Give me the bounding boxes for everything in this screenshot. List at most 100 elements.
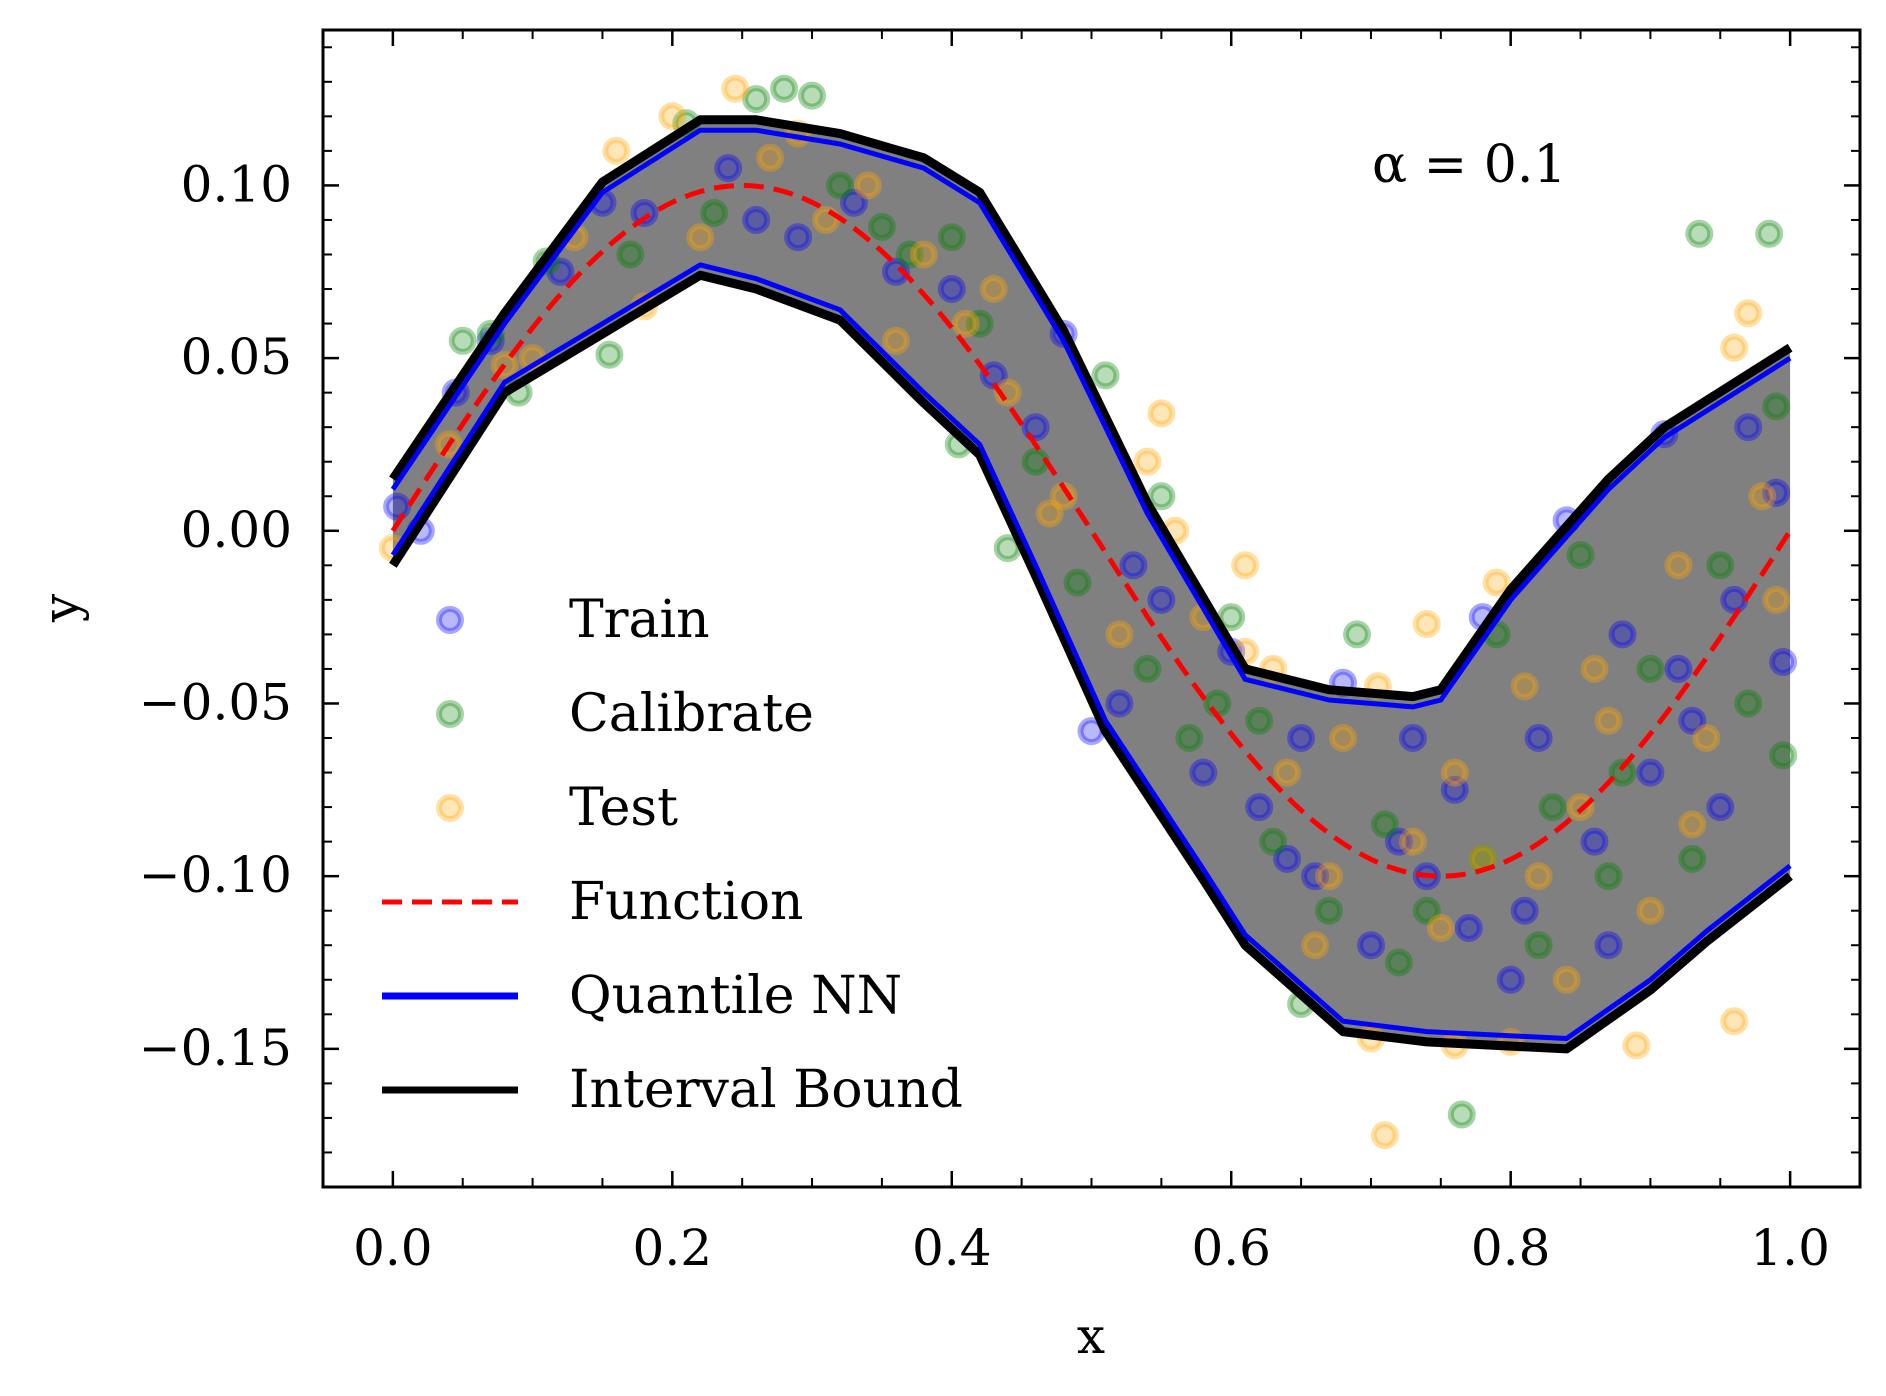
x-tick-label: 0.2 bbox=[633, 1219, 713, 1277]
legend-marker bbox=[436, 606, 464, 634]
legend-label: Calibrate bbox=[569, 684, 814, 744]
point-test bbox=[1552, 965, 1581, 994]
point-calibrate bbox=[616, 240, 645, 269]
band-area bbox=[392, 119, 1791, 1049]
point-calibrate bbox=[1384, 948, 1413, 977]
y-tick-label: 0.05 bbox=[181, 328, 292, 386]
interval-bound-lower bbox=[389, 270, 1793, 1054]
point-calibrate bbox=[1412, 896, 1441, 925]
point-calibrate bbox=[770, 74, 799, 103]
point-train bbox=[1769, 648, 1798, 676]
legend-marker bbox=[436, 700, 464, 728]
point-test bbox=[1594, 706, 1623, 735]
legend-item-interval-bound: Interval Bound bbox=[382, 1060, 963, 1120]
point-train bbox=[383, 492, 412, 521]
point-train bbox=[1245, 793, 1274, 822]
point-calibrate bbox=[1217, 603, 1246, 632]
point-test bbox=[951, 309, 980, 338]
point-test bbox=[1664, 551, 1693, 580]
point-test bbox=[881, 326, 910, 355]
point-train bbox=[630, 199, 659, 227]
point-test bbox=[1720, 333, 1749, 362]
curve-lines bbox=[389, 115, 1793, 1054]
point-train bbox=[1357, 931, 1385, 960]
legend-label: Test bbox=[569, 778, 678, 838]
point-calibrate bbox=[965, 309, 994, 338]
point-calibrate bbox=[1091, 361, 1120, 390]
point-test bbox=[1035, 499, 1064, 528]
point-train bbox=[1580, 827, 1609, 856]
point-calibrate bbox=[895, 240, 924, 269]
legend-item-calibrate: Calibrate bbox=[436, 684, 814, 744]
tick-labels: 0.0 0.2 0.4 0.6 0.8 1.0 0.10 0.05 0.00 −0.05 −0.10… bbox=[139, 155, 1830, 1277]
prediction-band bbox=[392, 119, 1791, 1049]
point-test bbox=[1440, 758, 1469, 787]
point-train bbox=[1301, 862, 1330, 891]
x-tick-label: 1.0 bbox=[1750, 1219, 1830, 1277]
point-test bbox=[1622, 1031, 1651, 1060]
point-calibrate bbox=[937, 223, 966, 252]
legend-item-test: Test bbox=[436, 778, 678, 838]
point-train bbox=[1594, 931, 1623, 960]
point-train bbox=[1105, 689, 1134, 718]
point-calibrate bbox=[1370, 810, 1399, 839]
point-train bbox=[1524, 724, 1553, 752]
point-calibrate bbox=[1762, 392, 1791, 421]
point-calibrate bbox=[826, 171, 854, 200]
y-tick-label: −0.10 bbox=[139, 846, 292, 904]
point-test bbox=[1510, 672, 1539, 701]
y-tick-label: 0.10 bbox=[181, 155, 292, 213]
point-calibrate bbox=[1203, 689, 1232, 718]
point-test bbox=[909, 240, 938, 269]
x-tick-label: 0.4 bbox=[912, 1219, 992, 1277]
point-train bbox=[1608, 620, 1637, 649]
point-train bbox=[1189, 758, 1218, 787]
legend-label: Quantile NN bbox=[569, 966, 902, 1026]
point-test bbox=[1692, 724, 1721, 752]
point-test bbox=[1370, 1121, 1399, 1150]
point-train bbox=[1384, 827, 1413, 856]
y-axis-label: y bbox=[32, 593, 90, 623]
point-train bbox=[784, 223, 813, 252]
point-test bbox=[1524, 862, 1553, 891]
quantile-nn-lower bbox=[390, 262, 1792, 1041]
point-calibrate bbox=[1538, 793, 1567, 822]
y-tick-label: −0.05 bbox=[139, 673, 292, 731]
point-train bbox=[1636, 758, 1665, 787]
point-test bbox=[1329, 724, 1357, 752]
point-train bbox=[714, 154, 743, 183]
point-calibrate bbox=[1175, 724, 1204, 752]
point-train bbox=[1454, 914, 1483, 942]
point-test bbox=[1412, 610, 1441, 638]
quantile-nn-upper bbox=[390, 127, 1792, 710]
point-train bbox=[840, 188, 868, 217]
legend-item-quantile-nn: Quantile NN bbox=[382, 966, 902, 1026]
point-train bbox=[1119, 551, 1148, 580]
point-train bbox=[1273, 844, 1302, 873]
legend: Train Calibrate Test Function Quantile NN Int… bbox=[382, 590, 963, 1120]
point-train bbox=[1510, 896, 1539, 925]
point-calibrate bbox=[798, 81, 826, 110]
point-calibrate bbox=[1769, 741, 1798, 770]
point-test bbox=[1273, 758, 1302, 787]
point-test bbox=[1301, 931, 1330, 960]
legend-item-function: Function bbox=[382, 872, 804, 932]
point-test bbox=[1426, 914, 1455, 942]
point-calibrate bbox=[1678, 844, 1707, 873]
point-train bbox=[937, 275, 966, 303]
point-calibrate bbox=[1755, 219, 1784, 248]
point-calibrate bbox=[700, 199, 729, 227]
point-train bbox=[1762, 478, 1791, 507]
point-train bbox=[881, 257, 910, 286]
y-tick-label: −0.15 bbox=[139, 1019, 292, 1077]
point-test bbox=[979, 275, 1008, 303]
point-test bbox=[1398, 827, 1427, 856]
point-calibrate bbox=[1636, 654, 1665, 683]
point-test bbox=[658, 102, 687, 131]
point-calibrate bbox=[1734, 689, 1763, 718]
point-train bbox=[1287, 724, 1316, 752]
point-train bbox=[1398, 724, 1427, 752]
x-axis-label: x bbox=[1077, 1307, 1105, 1365]
tick-marks bbox=[323, 30, 1860, 1188]
